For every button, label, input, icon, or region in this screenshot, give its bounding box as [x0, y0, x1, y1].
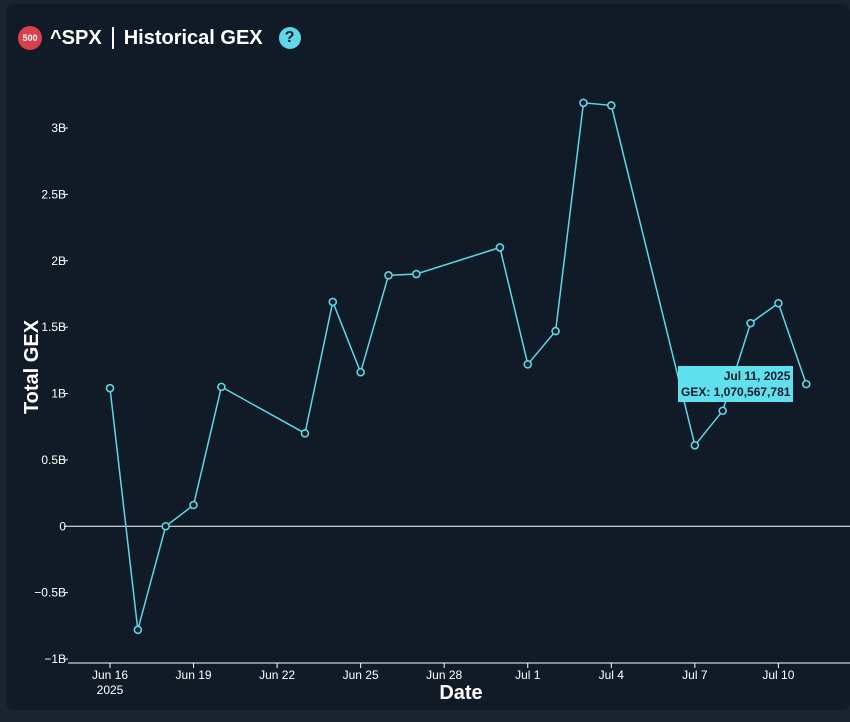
x-tick-label: Jun 22 [259, 668, 295, 682]
y-tick-label: 2.5B [41, 187, 66, 201]
chart-header: 500 ^SPX Historical GEX ? [18, 22, 301, 54]
data-point[interactable] [356, 367, 365, 377]
chart-title: Historical GEX [123, 26, 263, 49]
data-points[interactable] [105, 98, 811, 635]
data-point[interactable] [523, 359, 533, 369]
x-tick-label: Jun 25 [343, 668, 379, 682]
data-point[interactable] [606, 101, 616, 110]
data-tooltip: Jul 11, 2025 GEX: 1,070,567,781 [678, 366, 794, 402]
data-point[interactable] [690, 440, 700, 450]
y-tick-label: 1.5B [41, 320, 66, 334]
chart-panel [6, 4, 850, 710]
tooltip-date: Jul 11, 2025 [723, 369, 791, 383]
data-point[interactable] [384, 271, 393, 280]
data-point[interactable] [217, 382, 226, 392]
x-axis-title: Date [439, 682, 482, 704]
data-point[interactable] [579, 98, 588, 108]
y-tick-label: 0 [59, 519, 66, 533]
data-point[interactable] [495, 243, 505, 252]
tooltip-value: GEX: 1,070,567,781 [681, 385, 791, 399]
x-tick-label: Jul 1 [515, 668, 541, 682]
data-point[interactable] [328, 297, 338, 307]
data-point[interactable] [105, 383, 115, 393]
ticker-symbol: ^SPX [50, 26, 102, 49]
x-tick-label: Jul 4 [599, 668, 625, 682]
data-point[interactable] [412, 269, 421, 279]
y-tick-label: 2B [51, 254, 66, 268]
data-point[interactable] [551, 326, 560, 336]
y-axis-ticks: 3B 2.5B 2B 1.5B 1B 0.5B 0 −0.5B −1B [34, 121, 68, 666]
x-tick-label: Jul 10 [762, 668, 794, 682]
x-tick-label: Jun 16 [92, 668, 128, 682]
y-axis-title: Total GEX [21, 319, 43, 414]
y-tick-label: 1B [51, 387, 66, 401]
sp500-badge-icon: 500 [18, 26, 42, 50]
y-tick-label: −0.5B [34, 586, 66, 600]
y-tick-label: 0.5B [41, 453, 66, 467]
y-tick-label: −1B [44, 652, 66, 666]
data-point[interactable] [189, 500, 198, 510]
series-line [109, 101, 808, 630]
data-point[interactable] [300, 429, 310, 438]
data-point[interactable] [774, 298, 783, 308]
x-tick-label: Jun 19 [176, 668, 212, 682]
help-icon[interactable]: ? [278, 27, 301, 49]
data-point[interactable] [133, 625, 143, 635]
data-point[interactable] [746, 318, 755, 328]
x-tick-label: Jun 28 [426, 668, 462, 682]
data-point[interactable] [801, 379, 811, 389]
y-tick-label: 3B [51, 121, 66, 135]
title-separator [111, 27, 114, 49]
data-point[interactable] [718, 406, 728, 416]
x-tick-label: Jul 7 [682, 668, 708, 682]
data-point[interactable] [161, 521, 170, 531]
x-tick-year-label: 2025 [97, 683, 124, 697]
